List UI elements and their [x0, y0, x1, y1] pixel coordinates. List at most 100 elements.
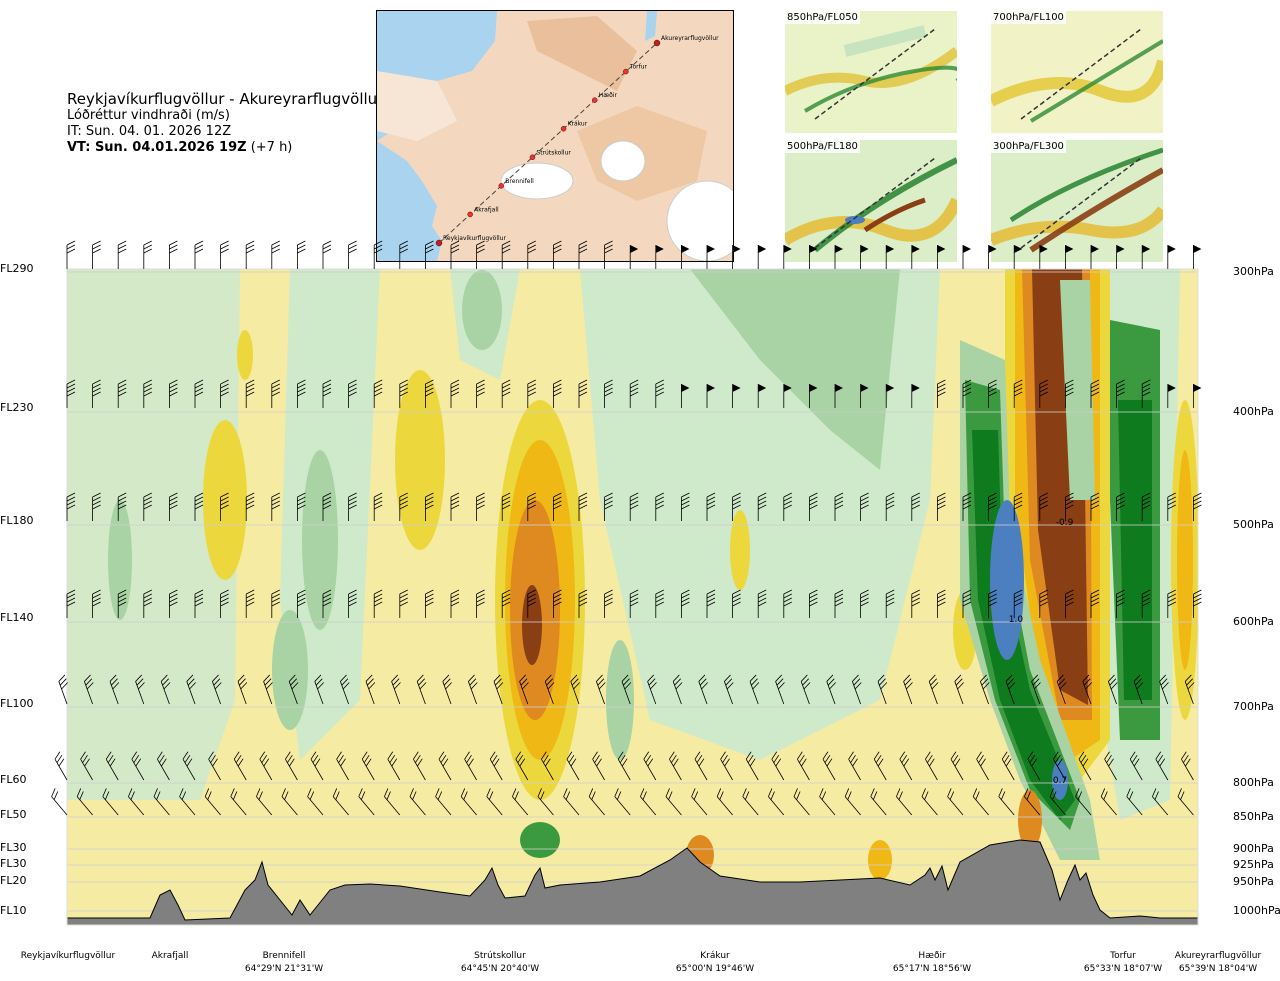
- wind-barb: [527, 589, 536, 618]
- chart-title-block: Reykjavíkurflugvöllur - Akureyrarflugvöl…: [67, 90, 383, 156]
- wind-barb: [732, 245, 741, 269]
- wind-barb: [399, 589, 408, 618]
- wind-barb: [745, 751, 759, 781]
- wind-barb: [220, 240, 229, 269]
- value-annotation: -0.9: [1056, 518, 1074, 528]
- wind-barb: [468, 674, 478, 705]
- wind-barb: [442, 674, 452, 705]
- wind-barb: [194, 379, 204, 408]
- wind-barb: [424, 240, 434, 269]
- wind-barb: [553, 492, 562, 521]
- wind-barb: [51, 788, 68, 816]
- wind-barb: [168, 240, 178, 269]
- wind-barb: [706, 384, 715, 408]
- wind-barb: [160, 674, 171, 705]
- wind-barb: [399, 379, 408, 408]
- wind-barb: [143, 379, 152, 408]
- wind-barb: [672, 674, 683, 705]
- wind-barb: [296, 492, 306, 521]
- wind-barb: [237, 674, 248, 705]
- wind-barb: [519, 674, 529, 705]
- wind-barb: [1078, 751, 1092, 781]
- wind-barb: [1152, 788, 1169, 816]
- wind-barb: [168, 589, 178, 618]
- wind-barb: [988, 589, 997, 618]
- flight-level-label: FL140: [0, 611, 34, 624]
- pressure-level-label: 925hPa: [1233, 858, 1274, 871]
- wind-barb: [212, 674, 222, 705]
- place-label: Strútskollur 64°45'N 20°40'W: [461, 951, 539, 974]
- wind-barb: [109, 674, 120, 705]
- value-annotation: 0.7: [1053, 776, 1067, 786]
- wind-barb: [348, 492, 357, 521]
- place-name: Krákur: [700, 951, 730, 961]
- wind-barb: [873, 751, 887, 781]
- wind-barb: [1193, 589, 1202, 618]
- place-label: Torfur 65°33'N 18°07'W: [1084, 951, 1162, 974]
- wind-barb: [1141, 379, 1151, 408]
- place-coord: 64°29'N 21°31'W: [244, 964, 324, 974]
- wind-barb: [877, 674, 888, 705]
- wind-barb: [1167, 589, 1176, 618]
- wind-barb: [399, 240, 408, 269]
- wind-barb: [135, 674, 145, 705]
- wind-barb: [706, 492, 716, 521]
- wind-barb: [1167, 245, 1176, 269]
- wind-barb: [1126, 788, 1143, 816]
- wind-barb: [988, 492, 997, 521]
- place-name: Akrafjall: [151, 951, 189, 961]
- wind-barb: [131, 751, 145, 781]
- pressure-level-label: 800hPa: [1233, 776, 1274, 789]
- flight-level-label: FL180: [0, 514, 34, 527]
- wind-barb: [157, 751, 170, 781]
- wind-barb: [629, 492, 639, 521]
- wind-barb: [578, 589, 588, 618]
- valid-time-offset: (+7 h): [250, 140, 293, 155]
- wind-barb: [296, 589, 306, 618]
- wind-barb: [515, 751, 529, 781]
- wind-barb: [629, 379, 639, 408]
- wind-barb: [450, 379, 460, 408]
- wind-barb: [775, 674, 785, 705]
- wind-barb: [937, 589, 946, 618]
- wind-barb: [896, 788, 913, 816]
- wind-barb: [322, 379, 332, 408]
- wind-barb: [537, 788, 554, 816]
- wind-barb: [793, 788, 810, 816]
- wind-barb: [220, 379, 229, 408]
- wind-barb: [358, 788, 375, 816]
- wind-barb: [1090, 589, 1100, 618]
- wind-barb: [544, 674, 555, 705]
- place-label: Krákur 65°00'N 19°46'W: [676, 951, 754, 974]
- wind-barb: [348, 379, 357, 408]
- place-label: Hæðir 65°17'N 18°56'W: [893, 951, 971, 974]
- wind-barb: [271, 589, 280, 618]
- thumb-700hpa-label: 700hPa/FL100: [991, 11, 1066, 24]
- flight-level-label: FL290: [0, 262, 34, 275]
- wind-barb: [489, 751, 503, 781]
- wind-barb: [885, 245, 895, 269]
- wind-barb: [757, 245, 767, 269]
- wind-barb: [655, 245, 664, 269]
- wind-barb: [1155, 751, 1169, 781]
- wind-barb: [460, 788, 477, 816]
- wind-barb: [512, 788, 529, 816]
- wind-barb: [706, 589, 716, 618]
- wind-barb: [937, 379, 946, 408]
- waypoint-label: Strútskollur: [536, 149, 571, 156]
- wind-barb: [179, 788, 196, 816]
- wind-barb: [647, 674, 657, 705]
- wind-barb: [988, 245, 997, 269]
- wind-barb: [928, 674, 939, 705]
- place-label: Akureyrarflugvöllur 65°39'N 18°04'W: [1175, 951, 1261, 974]
- wind-barb: [296, 379, 306, 408]
- wind-barb: [233, 751, 247, 781]
- wind-barb: [361, 751, 375, 781]
- wind-barb: [911, 492, 920, 521]
- wind-barb: [578, 492, 588, 521]
- route-title: Reykjavíkurflugvöllur - Akureyrarflugvöl…: [67, 90, 384, 108]
- wind-barb: [669, 751, 682, 781]
- wind-barb: [143, 240, 152, 269]
- place-label: Akrafjall: [152, 951, 189, 961]
